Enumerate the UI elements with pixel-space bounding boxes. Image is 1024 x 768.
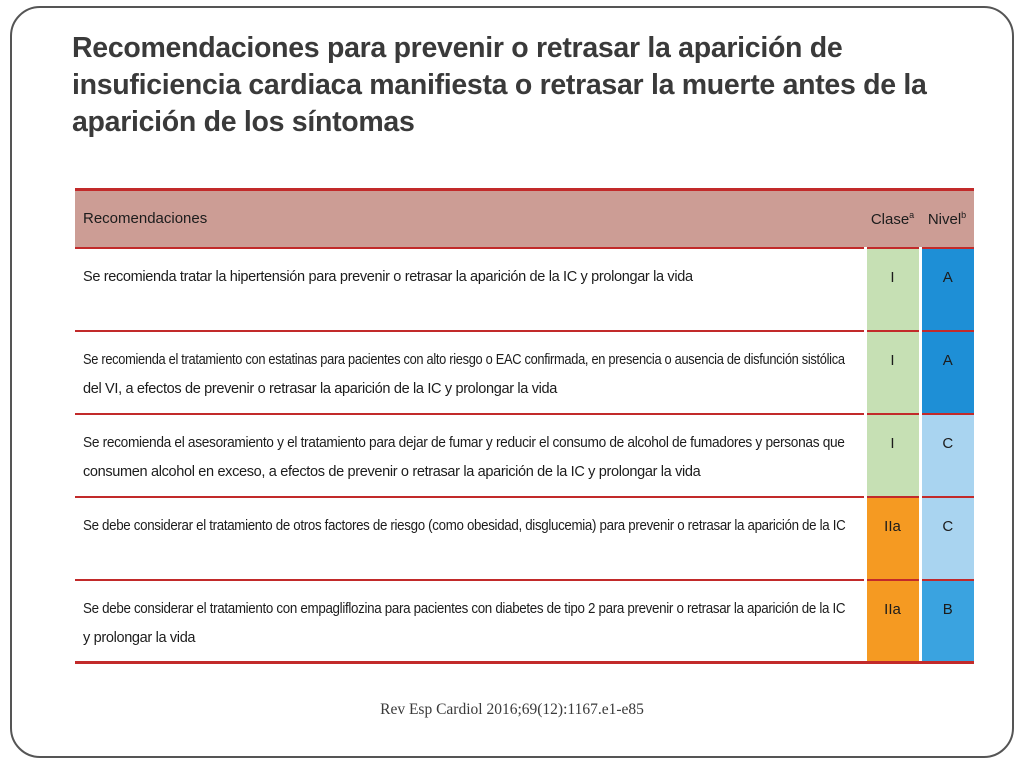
recommendations-table: Recomendaciones Clasea Nivelb Se recomie… (75, 188, 974, 664)
recommendation-text: Se debe considerar el tratamiento de otr… (75, 495, 865, 581)
header-level-label: Nivel (927, 210, 962, 228)
level-cell: C (918, 495, 974, 581)
table-row: Se recomienda tratar la hipertensión par… (75, 246, 974, 332)
header-level: Nivelb (920, 188, 974, 249)
recommendation-line: Se debe considerar el tratamiento con em… (83, 600, 846, 617)
header-class: Clasea (865, 188, 920, 249)
citation: Rev Esp Cardiol 2016;69(12):1167.e1-e85 (380, 701, 644, 718)
table-body: Se recomienda tratar la hipertensión par… (75, 246, 974, 664)
header-class-footnote: a (909, 209, 915, 220)
level-cell: A (918, 329, 974, 415)
recommendation-text: Se recomienda el tratamiento con estatin… (75, 329, 865, 415)
recommendation-line: Se recomienda el asesoramiento y el trat… (83, 434, 845, 451)
level-cell: C (918, 412, 974, 498)
class-cell: I (863, 329, 920, 415)
table-row: Se debe considerar el tratamiento de otr… (75, 495, 974, 581)
recommendation-line: del VI, a efectos de prevenir o retrasar… (83, 380, 558, 397)
recommendation-line: Se recomienda tratar la hipertensión par… (83, 268, 693, 285)
table-header-row: Recomendaciones Clasea Nivelb (75, 188, 974, 249)
level-cell: B (918, 578, 974, 664)
slide-title: Recomendaciones para prevenir o retrasar… (72, 32, 927, 138)
recommendation-line: Se recomienda el tratamiento con estatin… (83, 351, 845, 368)
class-cell: IIa (863, 578, 920, 664)
header-level-footnote: b (961, 209, 967, 220)
recommendation-text: Se recomienda tratar la hipertensión par… (75, 246, 865, 332)
table-row: Se debe considerar el tratamiento con em… (75, 578, 974, 664)
recommendation-line: y prolongar la vida (83, 629, 196, 646)
table-row: Se recomienda el asesoramiento y el trat… (75, 412, 974, 498)
recommendations-table-container: Recomendaciones Clasea Nivelb Se recomie… (75, 188, 974, 664)
class-cell: I (863, 246, 920, 332)
header-recommendations: Recomendaciones (75, 188, 865, 249)
recommendation-text: Se recomienda el asesoramiento y el trat… (75, 412, 865, 498)
class-cell: I (863, 412, 920, 498)
recommendation-line: Se debe considerar el tratamiento de otr… (83, 517, 846, 534)
recommendation-text: Se debe considerar el tratamiento con em… (75, 578, 865, 664)
table-row: Se recomienda el tratamiento con estatin… (75, 329, 974, 415)
class-cell: IIa (863, 495, 920, 581)
level-cell: A (918, 246, 974, 332)
recommendation-line: consumen alcohol en exceso, a efectos de… (83, 463, 701, 480)
header-class-label: Clase (870, 210, 910, 228)
